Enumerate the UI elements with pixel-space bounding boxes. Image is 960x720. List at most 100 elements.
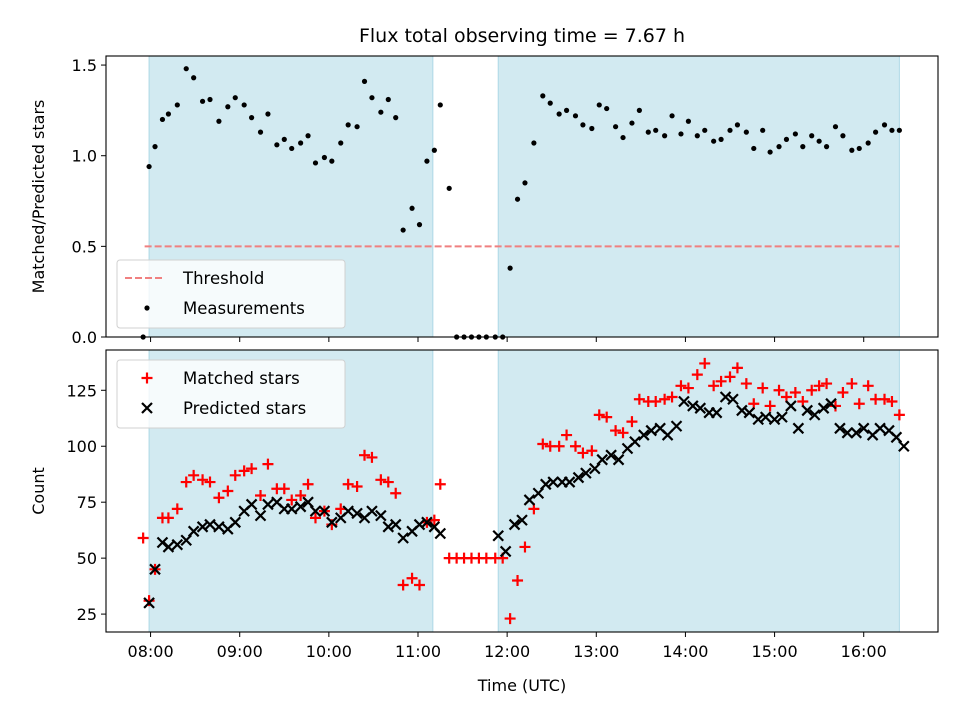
data-point — [152, 144, 158, 150]
y-tick-label: 1.0 — [72, 147, 97, 166]
data-point-matched — [302, 478, 314, 490]
data-point — [199, 98, 206, 104]
data-point — [329, 158, 335, 164]
data-point-predicted — [171, 538, 184, 551]
data-point — [400, 227, 406, 233]
legend-matched-swatch — [141, 372, 153, 384]
data-point-matched — [397, 579, 409, 591]
legend-measurements-swatch — [144, 305, 150, 311]
y-tick-label: 75 — [77, 493, 97, 512]
data-point — [165, 111, 171, 117]
y-tick-label: 0.0 — [72, 328, 97, 347]
data-point-matched — [715, 375, 727, 387]
data-point-matched — [806, 384, 818, 396]
data-point — [767, 149, 773, 155]
data-point — [540, 93, 546, 99]
data-point-predicted — [326, 516, 338, 529]
data-point — [816, 138, 822, 144]
data-point-matched — [561, 429, 573, 441]
data-point — [751, 145, 757, 152]
data-point-matched — [406, 572, 418, 584]
data-point — [760, 127, 766, 133]
data-point-matched — [180, 476, 192, 488]
data-point-predicted — [351, 507, 363, 520]
data-point — [249, 115, 255, 121]
y-tick-label: 125 — [66, 381, 97, 400]
data-point — [881, 122, 888, 128]
data-point-predicted — [397, 532, 409, 544]
data-point-matched — [879, 393, 891, 405]
data-point-predicted — [605, 449, 617, 461]
data-point-matched — [366, 451, 378, 463]
data-point-predicted — [523, 494, 536, 506]
data-point-matched — [382, 476, 394, 488]
data-point — [589, 125, 595, 132]
data-point — [596, 102, 602, 108]
data-point — [856, 145, 862, 152]
x-axis-label: Time (UTC) — [477, 676, 566, 695]
data-point — [809, 133, 815, 139]
y-tick-label: 100 — [66, 437, 97, 456]
data-point — [321, 154, 327, 161]
data-point — [159, 116, 166, 123]
legend: Threshold Measurements — [116, 259, 346, 329]
data-point-predicted — [850, 427, 863, 439]
data-point — [241, 102, 247, 108]
data-point-matched — [359, 449, 371, 461]
shaded-interval — [498, 350, 900, 632]
data-point — [604, 105, 610, 112]
x-tick-label: 11:00 — [395, 642, 441, 661]
data-point-predicted — [596, 453, 609, 466]
data-point — [678, 131, 684, 137]
data-point — [305, 133, 311, 139]
data-point-matched — [593, 409, 605, 421]
data-point-predicted — [492, 529, 505, 542]
data-point — [369, 95, 375, 101]
data-point-matched — [764, 400, 776, 412]
data-point — [718, 136, 724, 142]
data-point-predicted — [898, 440, 910, 453]
y-tick-label: 0.5 — [72, 237, 97, 256]
data-point-matched — [886, 395, 898, 407]
data-point — [416, 222, 423, 228]
data-point-matched — [650, 395, 662, 407]
data-point-predicted — [434, 527, 447, 540]
data-point-matched — [837, 387, 849, 399]
data-point — [823, 144, 830, 150]
top-panel: 0.0 0.5 1.0 1.5 Flux total observing time = … — [29, 25, 939, 347]
data-point — [289, 145, 295, 152]
data-point — [662, 133, 668, 139]
data-point — [312, 160, 319, 166]
data-point-predicted — [149, 563, 161, 576]
data-point — [694, 133, 700, 139]
data-point-matched — [278, 483, 290, 495]
data-point-predicted — [817, 402, 830, 414]
data-point — [620, 134, 626, 141]
data-point-predicted — [710, 406, 723, 419]
data-point-predicted — [743, 406, 756, 419]
data-point-matched — [262, 458, 274, 470]
data-point — [702, 127, 708, 133]
data-point-predicted — [834, 422, 846, 435]
data-point-matched — [504, 613, 516, 625]
data-point-predicted — [792, 422, 805, 435]
data-point — [424, 158, 430, 164]
data-point-matched — [569, 440, 581, 452]
data-point — [338, 140, 344, 146]
x-tick-label: 14:00 — [662, 642, 708, 661]
data-point-matched — [222, 485, 234, 497]
data-point — [743, 129, 749, 135]
data-point — [345, 122, 351, 128]
data-point-predicted — [572, 471, 585, 484]
data-point — [191, 75, 197, 81]
data-point-predicted — [294, 500, 307, 513]
data-point-matched — [434, 478, 446, 490]
x-tick-label: 16:00 — [841, 642, 887, 661]
x-tick-label: 12:00 — [484, 642, 530, 661]
data-point-predicted — [318, 505, 331, 517]
bottom-panel: 25 50 75 100 125 08:00 09:00 10:00 11:00 12:00 13:… — [29, 349, 939, 695]
x-tick-label: 09:00 — [217, 642, 263, 661]
data-point-matched — [512, 575, 524, 587]
data-point-predicted — [776, 411, 788, 423]
